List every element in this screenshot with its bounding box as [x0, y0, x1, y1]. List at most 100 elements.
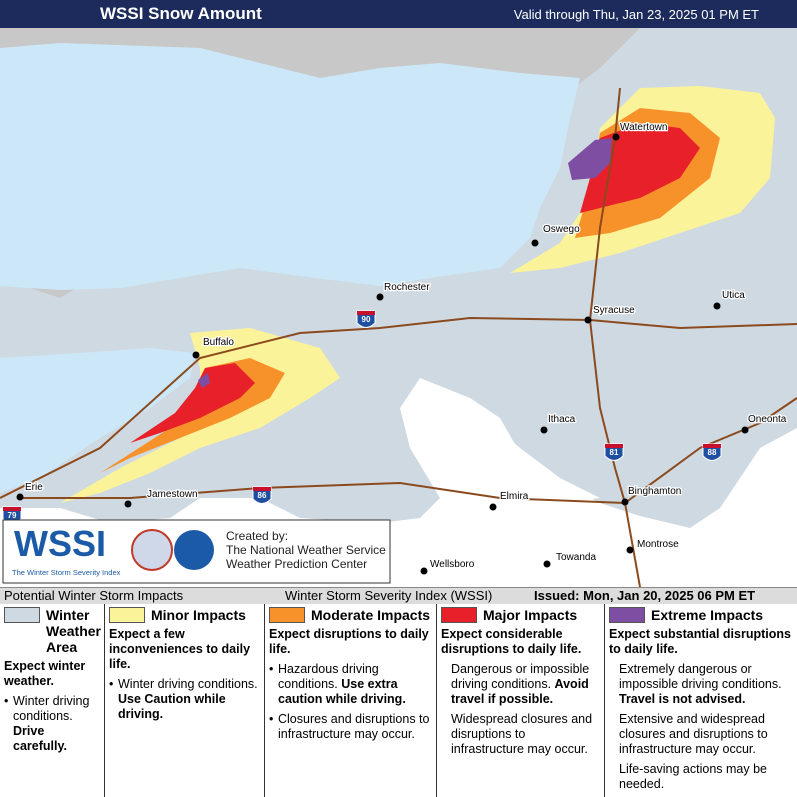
city-dot	[584, 316, 592, 324]
city-dot	[489, 503, 497, 511]
created-by: Created by:	[226, 529, 288, 543]
legend-column: Minor Impacts Expect a few inconveniences…	[105, 604, 265, 797]
city-label: Elmira	[500, 491, 529, 502]
swatch	[269, 607, 305, 623]
highway-shield-top	[357, 311, 375, 315]
roads	[0, 87, 797, 587]
city-label: Wellsboro	[430, 559, 475, 570]
legend-columns: Winter Weather Area Expect winter weather…	[0, 604, 797, 797]
road	[0, 316, 797, 499]
city-label: Buffalo	[203, 337, 234, 348]
major-impact-area	[130, 363, 255, 443]
header: WSSI Snow Amount Valid through Thu, Jan …	[0, 0, 797, 28]
no-impact-area	[420, 413, 600, 503]
road	[624, 397, 797, 504]
column-head: Minor Impacts	[109, 607, 260, 623]
city-dot	[540, 426, 548, 434]
legend-bar: Potential Winter Storm Impacts Winter St…	[0, 587, 797, 604]
city-dot	[741, 426, 749, 434]
highway-shield-top	[703, 444, 721, 448]
logo-box: WSSI The Winter Storm Severity Index Cre…	[2, 519, 391, 584]
summary: Expect disruptions to daily life.	[269, 627, 429, 656]
item-text: Dangerous or impossible driving conditio…	[451, 662, 590, 691]
city-dot	[543, 560, 551, 568]
impact-item: Extensive and widespread closures and di…	[609, 712, 793, 757]
index-name: Winter Storm Severity Index (WSSI)	[285, 588, 493, 603]
title: WSSI Snow Amount	[100, 4, 262, 23]
city-label: Towanda	[556, 552, 596, 563]
lake-erie	[0, 348, 195, 493]
legend-title: Potential Winter Storm Impacts	[4, 588, 184, 603]
city-dot	[713, 302, 721, 310]
item-text: Closures and disruptions to infrastructu…	[278, 712, 430, 741]
city-dot	[124, 500, 132, 508]
highway-shield	[356, 310, 376, 328]
column-title: Major Impacts	[483, 607, 578, 623]
city-label: Erie	[25, 482, 43, 493]
column-head: Winter Weather Area	[4, 607, 101, 655]
city-dot	[626, 546, 634, 554]
city-dot	[192, 351, 200, 359]
city-label: Ithaca	[548, 414, 576, 425]
impact-item: Life-saving actions may be needed.	[609, 762, 793, 792]
legend-column: Major Impacts Expect considerable disrupt…	[437, 604, 605, 797]
column-title: Winter Weather Area	[46, 607, 101, 655]
item-text: Hazardous driving conditions.	[278, 662, 379, 691]
impact-item: Dangerous or impossible driving conditio…	[441, 662, 600, 707]
highway-number: 81	[610, 448, 619, 457]
legend-column: Winter Weather Area Expect winter weather…	[0, 604, 105, 797]
summary: Expect a few inconveniences to daily lif…	[109, 627, 251, 671]
lake-ontario	[0, 43, 580, 290]
item-text: Life-saving actions may be needed.	[619, 762, 767, 791]
city-label: Binghamton	[628, 486, 681, 497]
highway-shield	[702, 443, 722, 461]
highway-shield-top	[605, 444, 623, 448]
summary: Expect substantial disruptions to daily …	[609, 627, 791, 656]
column-title: Minor Impacts	[151, 607, 246, 623]
logo-name: WSSI	[14, 523, 106, 564]
city-label: Rochester	[384, 282, 430, 293]
item-text: Extremely dangerous or impossible drivin…	[619, 662, 782, 691]
highway-shield	[252, 486, 272, 504]
legend-column: Extreme Impacts Expect substantial disrup…	[605, 604, 797, 797]
extreme-impact-area	[198, 373, 210, 388]
city-label: Montrose	[637, 539, 679, 550]
legend-column: Moderate Impacts Expect disruptions to da…	[265, 604, 437, 797]
road	[589, 319, 641, 587]
column-head: Moderate Impacts	[269, 607, 432, 623]
highway-shield-top	[253, 487, 271, 491]
impact-item: Extremely dangerous or impossible drivin…	[609, 662, 793, 707]
impact-item: Widespread closures and disruptions to i…	[441, 712, 600, 757]
swatch	[609, 607, 645, 623]
issued: Issued: Mon, Jan 20, 2025 06 PM ET	[534, 588, 756, 603]
city-label: Watertown	[620, 122, 667, 133]
summary: Expect considerable disruptions to daily…	[441, 627, 582, 656]
road	[20, 481, 626, 504]
impact-item: Hazardous driving conditions. Use extra …	[269, 662, 432, 707]
city-label: Utica	[722, 290, 745, 301]
item-text: Widespread closures and disruptions to i…	[451, 712, 593, 756]
column-title: Extreme Impacts	[651, 607, 764, 623]
impact-item: Closures and disruptions to infrastructu…	[269, 712, 432, 742]
item-emphasis: Use extra caution while driving.	[278, 677, 406, 706]
swatch	[4, 607, 40, 623]
extreme-impact-area	[568, 138, 612, 180]
highways: 90 81 88 86 79	[2, 310, 722, 524]
item-text: Extensive and widespread closures and di…	[619, 712, 768, 756]
road	[589, 87, 621, 321]
column-head: Extreme Impacts	[609, 607, 793, 623]
city-label: Oneonta	[748, 414, 787, 425]
column-head: Major Impacts	[441, 607, 600, 623]
highway-number: 86	[258, 491, 267, 500]
noaa-logo	[174, 530, 214, 570]
column-title: Moderate Impacts	[311, 607, 431, 623]
valid-time: Valid through Thu, Jan 23, 2025 01 PM ET	[513, 7, 759, 22]
city-dot	[420, 567, 428, 575]
summary: Expect winter weather.	[4, 659, 86, 688]
swatch	[109, 607, 145, 623]
impact-item: Winter driving conditions. Use Caution w…	[109, 677, 260, 722]
highway-number: 88	[708, 448, 717, 457]
nws-logo	[131, 529, 173, 571]
cities: Watertown Oswego Rochester Syracuse Utica Buf…	[16, 121, 788, 575]
item-text: Winter driving conditions.	[118, 677, 258, 691]
